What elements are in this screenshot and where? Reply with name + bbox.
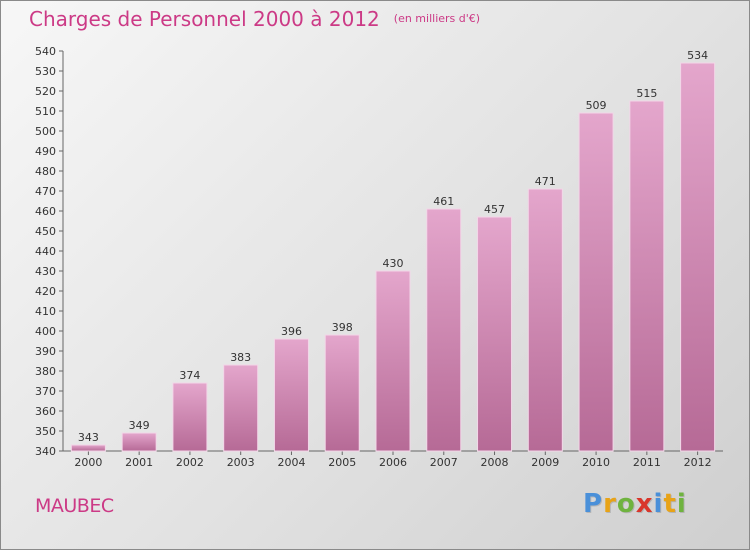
bar-value-label: 509 <box>586 99 607 112</box>
x-tick-label: 2007 <box>430 456 458 469</box>
brand-letter: P <box>583 489 604 519</box>
bar <box>375 270 411 452</box>
y-tick-label: 350 <box>35 425 56 438</box>
axes: 340 350 360 370 380 390 400 410 420 430 440 450 460 4… <box>35 45 723 469</box>
bar <box>578 112 614 452</box>
brand-letter: r <box>603 489 617 519</box>
y-tick-label: 400 <box>35 325 56 338</box>
bar <box>223 364 259 452</box>
bar-value-label: 383 <box>230 351 251 364</box>
bar <box>121 432 157 452</box>
bar-value-label: 430 <box>383 257 404 270</box>
bar <box>680 62 716 452</box>
x-tick-label: 2009 <box>531 456 559 469</box>
brand-letter: i <box>676 489 687 519</box>
y-tick-label: 410 <box>35 305 56 318</box>
y-tick-label: 340 <box>35 445 56 458</box>
x-tick-label: 2011 <box>633 456 661 469</box>
chart-subtitle: (en milliers d'€) <box>393 12 481 25</box>
bar-value-label: 343 <box>78 431 99 444</box>
bar-labels: 343 349 374 383 396 398 430 461 457 471 509 515 534 <box>78 49 708 444</box>
bar-value-label: 349 <box>129 419 150 432</box>
bars <box>70 62 716 452</box>
bar-value-label: 374 <box>179 369 200 382</box>
y-tick-label: 390 <box>35 345 56 358</box>
y-tick-label: 530 <box>35 65 56 78</box>
bar-value-label: 471 <box>535 175 556 188</box>
y-tick-label: 360 <box>35 405 56 418</box>
bar-value-label: 461 <box>433 195 454 208</box>
x-tick-label: 2000 <box>74 456 102 469</box>
bar-value-label: 396 <box>281 325 302 338</box>
y-tick-label: 520 <box>35 85 56 98</box>
x-tick-label: 2003 <box>227 456 255 469</box>
bar <box>477 216 513 452</box>
brand-letter: i <box>653 489 664 519</box>
bar <box>426 208 462 452</box>
y-tick-label: 500 <box>35 125 56 138</box>
x-tick-label: 2012 <box>684 456 712 469</box>
y-tick-label: 420 <box>35 285 56 298</box>
brand-letter: o <box>616 489 636 519</box>
bar <box>70 444 106 452</box>
chart-title-text: Charges de Personnel 2000 à 2012 <box>29 7 380 31</box>
bar <box>629 100 665 452</box>
bar <box>172 382 208 452</box>
x-tick-label: 2001 <box>125 456 153 469</box>
x-tick-label: 2004 <box>277 456 305 469</box>
place-name: MAUBEC <box>35 495 114 517</box>
x-tick-label: 2005 <box>328 456 356 469</box>
y-tick-label: 480 <box>35 165 56 178</box>
brand-letter: x <box>635 489 654 519</box>
brand-logo: Proxiti <box>583 489 687 519</box>
chart-title: Charges de Personnel 2000 à 2012 (en mill… <box>29 7 480 31</box>
bar-value-label: 457 <box>484 203 505 216</box>
x-tick-label: 2002 <box>176 456 204 469</box>
bar <box>273 338 309 452</box>
x-tick-label: 2010 <box>582 456 610 469</box>
y-tick-label: 470 <box>35 185 56 198</box>
y-tick-label: 440 <box>35 245 56 258</box>
y-tick-label: 370 <box>35 385 56 398</box>
y-tick-label: 430 <box>35 265 56 278</box>
bar-value-label: 515 <box>636 87 657 100</box>
x-tick-label: 2006 <box>379 456 407 469</box>
y-tick-label: 460 <box>35 205 56 218</box>
bar <box>527 188 563 452</box>
y-tick-label: 450 <box>35 225 56 238</box>
x-tick-label: 2008 <box>481 456 509 469</box>
bar-value-label: 398 <box>332 321 353 334</box>
y-tick-label: 490 <box>35 145 56 158</box>
y-tick-label: 510 <box>35 105 56 118</box>
bar-value-label: 534 <box>687 49 708 62</box>
bar <box>324 334 360 452</box>
y-tick-label: 540 <box>35 45 56 58</box>
brand-letter: t <box>663 489 677 519</box>
y-tick-label: 380 <box>35 365 56 378</box>
